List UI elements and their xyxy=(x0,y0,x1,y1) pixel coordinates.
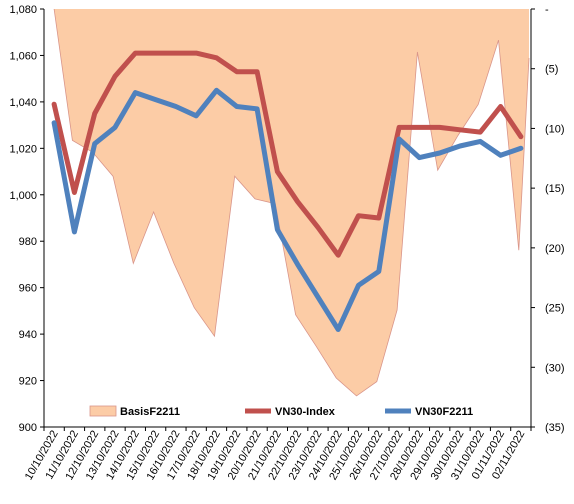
left-tick-label: 1,060 xyxy=(9,50,37,62)
left-tick-label: 900 xyxy=(19,422,37,434)
left-tick-label: 1,000 xyxy=(9,190,37,202)
left-tick-label: 1,040 xyxy=(9,97,37,109)
right-tick-label: (25) xyxy=(545,303,565,315)
right-tick-label: (10) xyxy=(545,123,565,135)
legend: BasisF2211 VN30-Index VN30F2211 xyxy=(89,405,473,418)
legend-label-vn30-index: VN30-Index xyxy=(275,406,336,418)
series-line-vn30f2211 xyxy=(51,87,524,332)
right-tick-label: (15) xyxy=(545,183,565,195)
right-tick-label: (20) xyxy=(545,243,565,255)
right-tick-label: (5) xyxy=(545,64,558,76)
series-area-edge-basisf2211 xyxy=(53,8,530,397)
right-tick-label: (30) xyxy=(545,362,565,374)
left-tick-label: 920 xyxy=(19,376,37,388)
legend-swatch-basisf2211 xyxy=(89,405,117,417)
legend-label-basisf2211: BasisF2211 xyxy=(120,406,180,418)
right-tick-label: - xyxy=(545,4,549,16)
left-tick-label: 1,020 xyxy=(9,143,37,155)
left-tick-label: 1,080 xyxy=(9,4,37,16)
right-tick-label: (35) xyxy=(545,422,565,434)
left-tick-label: 960 xyxy=(19,283,37,295)
series-line-vn30-index xyxy=(51,50,524,258)
left-tick-label: 940 xyxy=(19,329,37,341)
left-tick-label: 980 xyxy=(19,236,37,248)
legend-label-vn30f2211: VN30F2211 xyxy=(415,406,473,418)
line-layer xyxy=(51,50,524,332)
